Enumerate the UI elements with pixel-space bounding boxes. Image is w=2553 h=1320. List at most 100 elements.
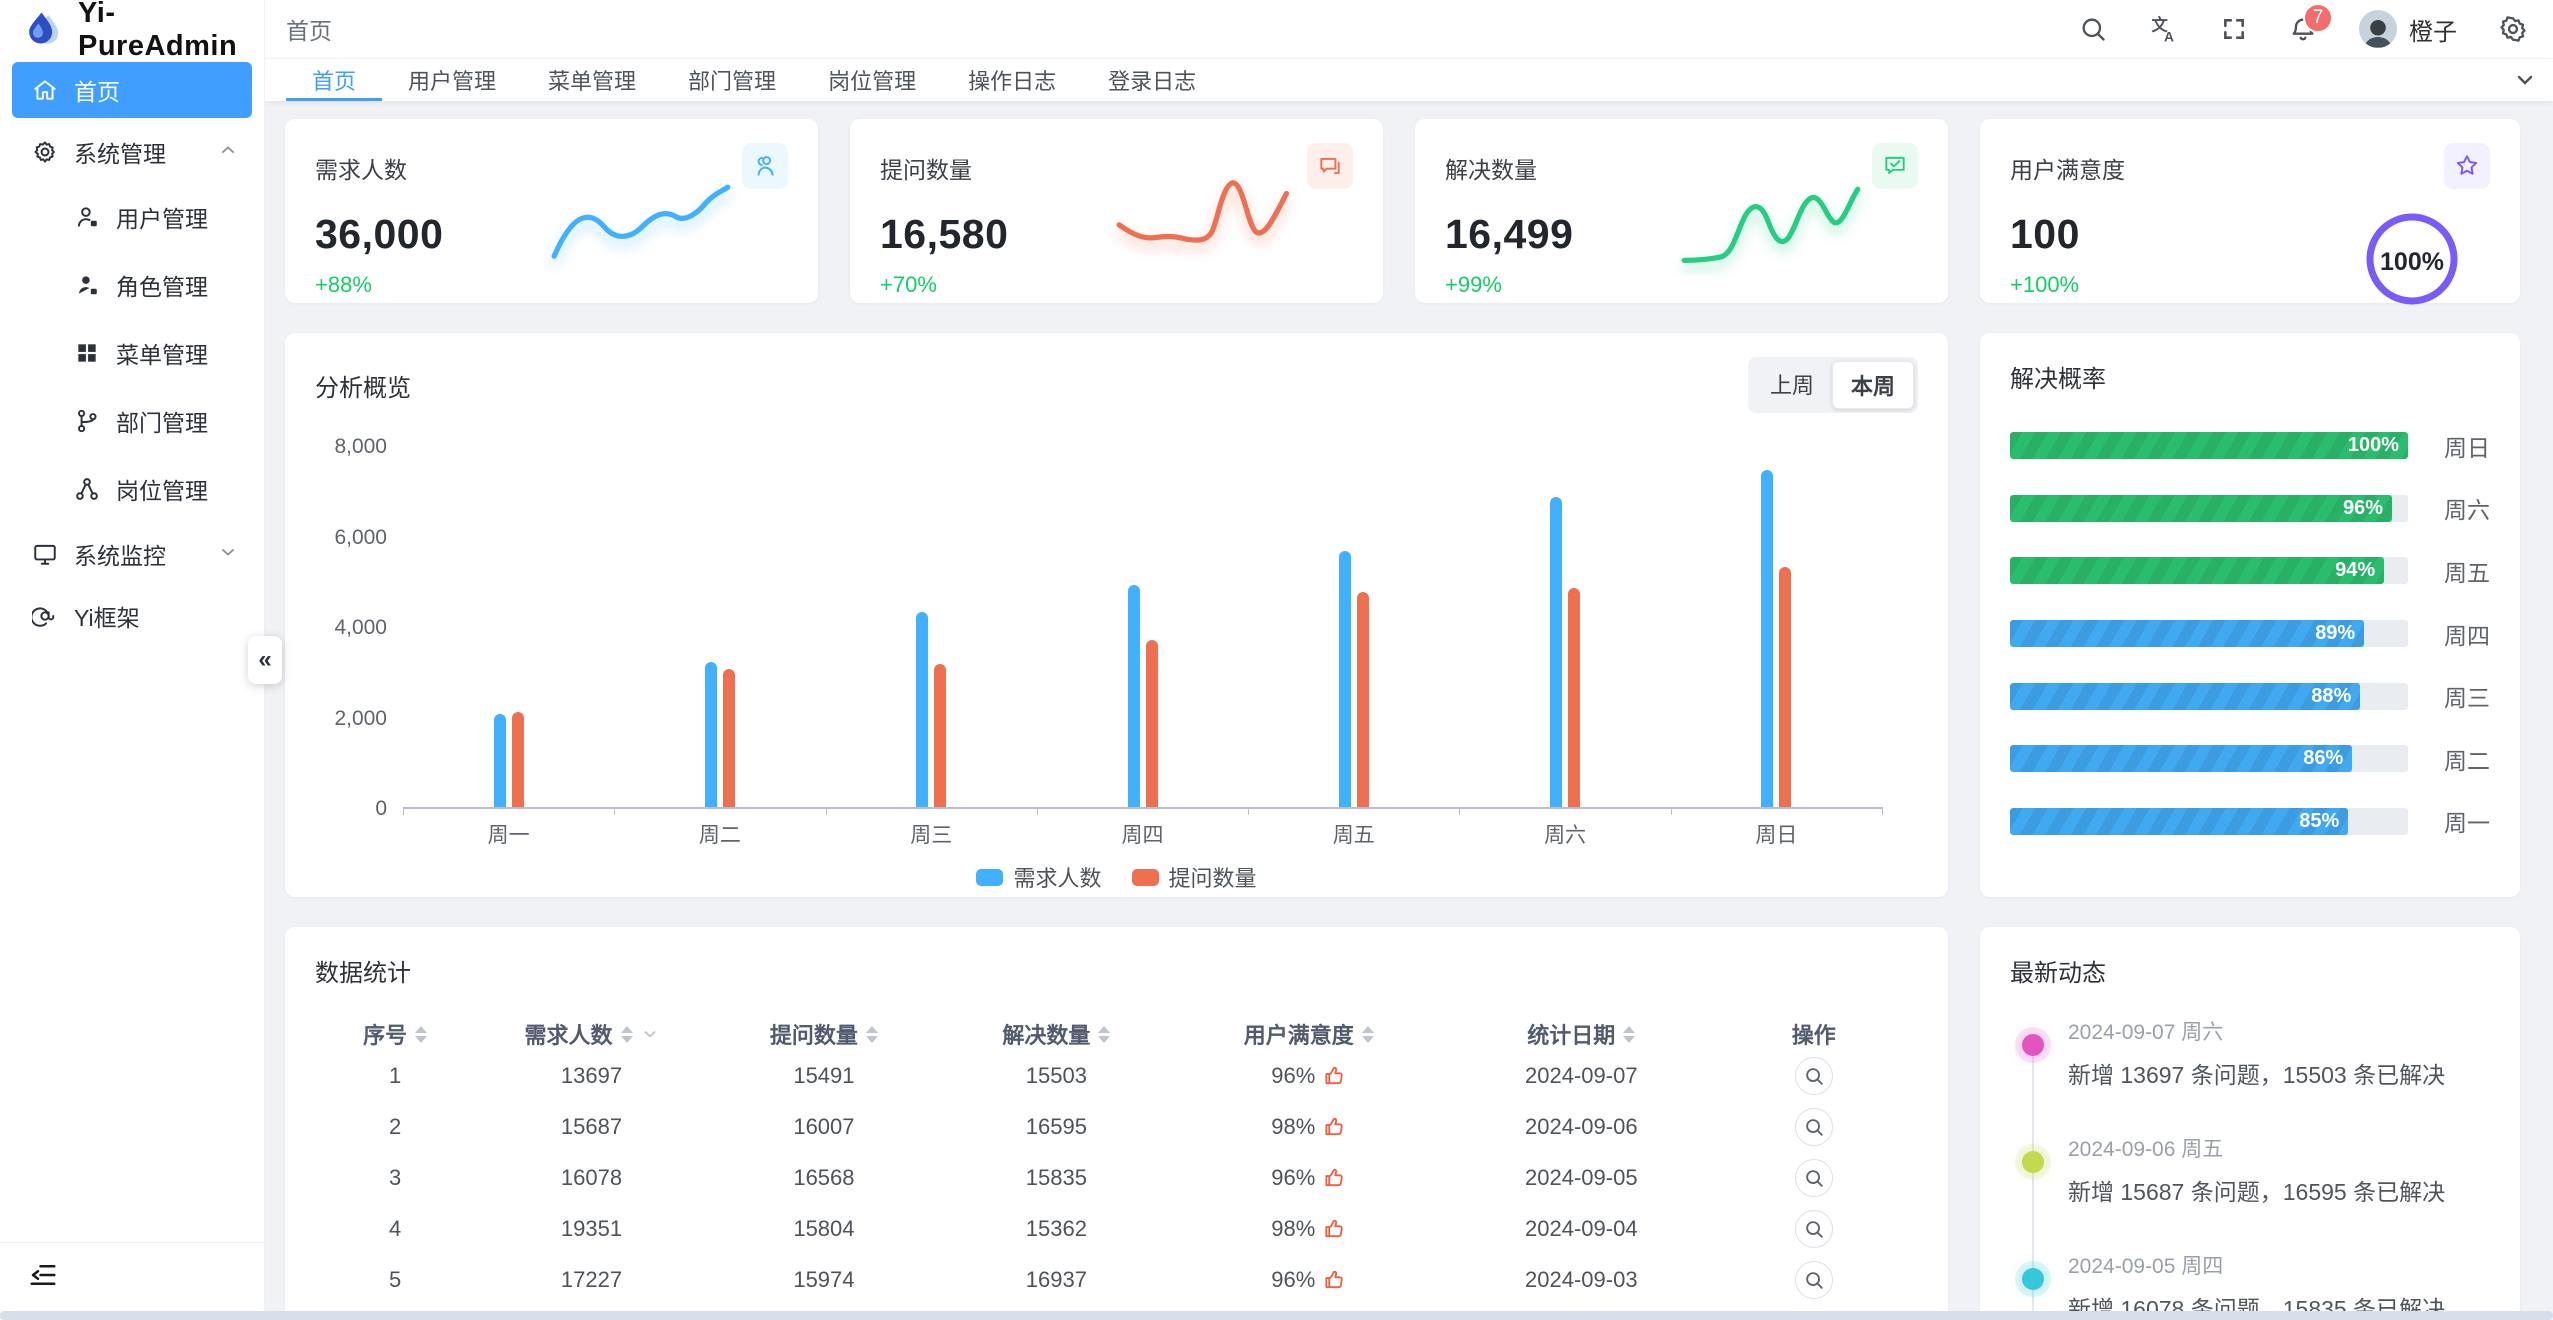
sidebar-collapse-handle[interactable]: « — [248, 636, 282, 684]
tab-菜单管理[interactable]: 菜单管理 — [548, 69, 637, 94]
sidebar-subitem-菜单管理[interactable]: 菜单管理 — [12, 322, 252, 384]
progress-label: 周四 — [2444, 622, 2490, 649]
sidebar-subitem-部门管理[interactable]: 部门管理 — [12, 390, 252, 452]
progress-label: 周一 — [2444, 810, 2490, 837]
tab-登录日志[interactable]: 登录日志 — [1108, 69, 1197, 94]
search-icon[interactable] — [2079, 15, 2107, 43]
stat-card-3: 用户满意度 100 +100% 100% — [1980, 119, 2520, 305]
filter-chevron-icon[interactable] — [641, 1025, 659, 1043]
sort-carets-icon[interactable] — [1361, 1025, 1374, 1043]
column-header-统计日期[interactable]: 统计日期 — [1445, 1018, 1718, 1050]
toggle-本周[interactable]: 本周 — [1831, 361, 1914, 409]
bar-提问数量-周日 — [1779, 567, 1792, 807]
breadcrumb[interactable]: 首页 — [286, 18, 332, 44]
sort-carets-icon[interactable] — [1098, 1025, 1111, 1043]
table-row: 4 19351 15804 15362 98% 2024-09-04 — [315, 1203, 1918, 1254]
table-cell: 96% — [1173, 1050, 1446, 1101]
tab-用户管理[interactable]: 用户管理 — [408, 69, 497, 94]
fold-left-icon[interactable] — [28, 1260, 58, 1296]
tab-岗位管理[interactable]: 岗位管理 — [828, 69, 917, 94]
column-header-操作[interactable]: 操作 — [1718, 1018, 1910, 1050]
at-icon — [32, 603, 58, 629]
table-cell: 16568 — [793, 1164, 855, 1190]
view-detail-button[interactable] — [1794, 1107, 1833, 1146]
table-cell: 98% — [1173, 1101, 1446, 1152]
tab-部门管理[interactable]: 部门管理 — [688, 69, 777, 94]
stat-card-title: 需求人数 — [315, 157, 407, 183]
chevron-up-icon — [218, 139, 238, 166]
view-detail-button[interactable] — [1794, 1260, 1833, 1299]
logo[interactable]: Yi-PureAdmin — [0, 0, 264, 62]
column-header-提问数量[interactable]: 提问数量 — [708, 1018, 940, 1050]
sort-carets-icon[interactable] — [1623, 1025, 1636, 1043]
sidebar-subitem-用户管理[interactable]: 用户管理 — [12, 186, 252, 248]
content-grid: 需求人数 36,000 +88% 提问数量 16,580 +70% 解决数量 16,499 +9… — [285, 119, 2520, 1320]
column-header-需求人数[interactable]: 需求人数 — [475, 1018, 707, 1050]
user-menu[interactable]: 橙子 — [2359, 10, 2457, 48]
column-header-用户满意度[interactable]: 用户满意度 — [1173, 1018, 1446, 1050]
table-body: 1 13697 15491 15503 96% 2024-09-07 2 15687 16007… — [315, 1050, 1918, 1320]
table-cell — [1718, 1101, 1910, 1152]
sort-carets-icon[interactable] — [865, 1025, 878, 1043]
table-cell: 1 — [389, 1062, 402, 1088]
progress-value: 94% — [2335, 559, 2376, 582]
progress-row-周五: 94% 周五 — [2010, 554, 2490, 588]
progress-track: 85% — [2010, 807, 2408, 835]
table-row: 5 17227 15974 16937 96% 2024-09-03 — [315, 1254, 1918, 1305]
timeline-entry: 2024-09-07 周六 新增 13697 条问题，15503 条已解决 — [2022, 1016, 2490, 1090]
tabs-more-icon[interactable] — [2497, 59, 2553, 101]
stat-card-head: 需求人数 — [315, 143, 788, 189]
horizontal-scrollbar[interactable] — [0, 1311, 2553, 1320]
stat-card-1: 提问数量 16,580 +70% — [850, 119, 1383, 303]
nodes-icon — [74, 476, 100, 502]
table-cell: 98% — [1173, 1203, 1446, 1254]
tab-首页[interactable]: 首页 — [286, 59, 383, 101]
column-header-解决数量[interactable]: 解决数量 — [940, 1018, 1172, 1050]
settings-icon[interactable] — [2499, 15, 2527, 43]
tab-操作日志[interactable]: 操作日志 — [968, 69, 1057, 94]
sidebar-subitem-角色管理[interactable]: 角色管理 — [12, 254, 252, 316]
stat-card-head: 解决数量 — [1445, 143, 1918, 189]
sidebar-item-0[interactable]: 首页 — [12, 62, 252, 118]
legend-需求人数[interactable]: 需求人数 — [976, 861, 1102, 893]
stat-card-delta: +100% — [2010, 272, 2080, 297]
role-icon — [74, 272, 100, 298]
bell-icon[interactable]: 7 — [2289, 3, 2333, 43]
view-detail-button[interactable] — [1794, 1158, 1833, 1197]
timeline-date: 2024-09-05 周四 — [2068, 1255, 2224, 1278]
sort-carets-icon[interactable] — [620, 1025, 633, 1043]
fullscreen-icon[interactable] — [2221, 16, 2247, 42]
table-cell: 15491 — [793, 1062, 855, 1088]
x-axis-label: 周四 — [1121, 824, 1164, 847]
bar-chart-plot: 8,000 6,000 4,000 2,000 0 周一 周二 周三 周四 周五 周六 周日 — [334, 435, 1883, 847]
sidebar-item-3[interactable]: Yi框架 — [12, 588, 252, 644]
sidebar-item-2[interactable]: 系统监控 — [12, 526, 252, 582]
table-cell: 2024-09-04 — [1525, 1215, 1638, 1241]
toggle-上周[interactable]: 上周 — [1769, 373, 1814, 398]
table-cell: 15503 — [1025, 1062, 1087, 1088]
legend-提问数量[interactable]: 提问数量 — [1131, 861, 1257, 893]
progress-row-周六: 96% 周六 — [2010, 491, 2490, 525]
sort-carets-icon[interactable] — [415, 1025, 428, 1043]
view-detail-button[interactable] — [1794, 1056, 1833, 1095]
column-header-序号[interactable]: 序号 — [315, 1018, 475, 1050]
progress-rows: 100% 周日 96% 周六 94% 周五 89% 周四 88% 周三 86% 周二 85% 周一 — [2010, 400, 2490, 867]
progress-value: 85% — [2299, 809, 2340, 832]
chevron-down-icon — [218, 541, 238, 568]
sidebar-subitem-岗位管理[interactable]: 岗位管理 — [12, 458, 252, 520]
table-cell: 15835 — [1025, 1164, 1087, 1190]
progress-fill: 94% — [2010, 557, 2385, 585]
table-row: 1 13697 15491 15503 96% 2024-09-07 — [315, 1050, 1918, 1101]
sidebar-item-1[interactable]: 系统管理 — [12, 124, 252, 180]
progress-row-周四: 89% 周四 — [2010, 617, 2490, 651]
y-axis-label: 6,000 — [334, 525, 387, 549]
view-detail-button[interactable] — [1794, 1209, 1833, 1248]
progress-fill: 88% — [2010, 682, 2361, 710]
x-axis-label: 周二 — [698, 824, 741, 847]
bar-需求人数-周四 — [1127, 585, 1140, 807]
satisfaction-value: 98% — [1271, 1113, 1316, 1139]
progress-track: 89% — [2010, 620, 2408, 647]
